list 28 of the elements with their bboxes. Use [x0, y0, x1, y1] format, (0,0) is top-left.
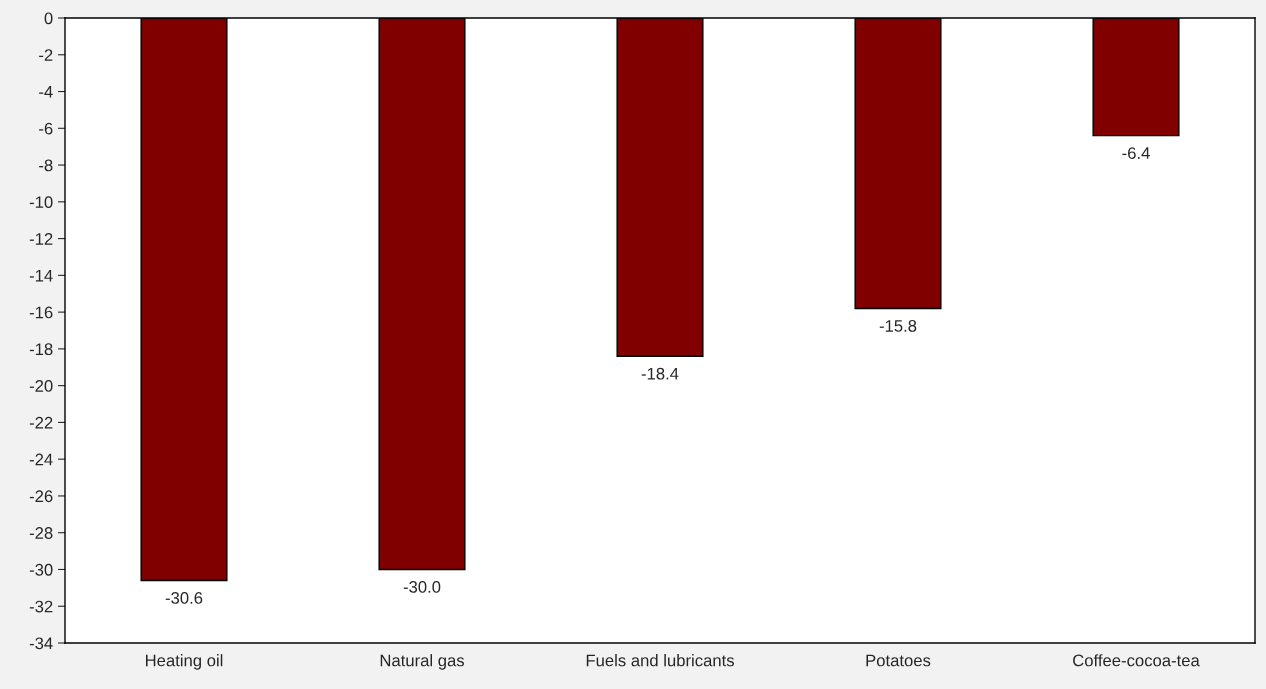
y-tick-label: 0 [44, 12, 53, 25]
y-tick-label: -6 [39, 122, 53, 135]
y-tick-label: -2 [39, 49, 53, 61]
y-tick-label: -28 [29, 527, 53, 539]
x-tick-label: Coffee-cocoa-tea [1073, 654, 1200, 667]
y-tick-label: -34 [29, 637, 53, 650]
y-tick-label: -24 [29, 453, 53, 466]
y-tick-label: -14 [29, 269, 53, 282]
data-label: -18.4 [641, 367, 679, 380]
data-label: -6.4 [1122, 147, 1150, 159]
y-tick-label: -16 [29, 306, 53, 319]
y-tick-label: -26 [29, 490, 53, 503]
y-tick-label: -20 [29, 380, 53, 392]
x-tick-label: Potatoes [866, 654, 931, 667]
y-tick-label: -10 [29, 196, 53, 209]
y-tick-label: -32 [29, 600, 53, 613]
y-tick-label: -22 [29, 416, 53, 429]
y-tick-label: -4 [39, 86, 53, 98]
data-label: -30.0 [403, 581, 441, 593]
y-tick-label: -8 [39, 159, 53, 172]
x-tick-label: Natural gas [380, 654, 465, 670]
x-tick-label: Fuels and lubricants [586, 654, 734, 667]
y-tick-label: -30 [29, 563, 53, 576]
data-label: -15.8 [879, 319, 917, 332]
y-tick-label: -12 [29, 232, 53, 245]
y-tick-label: -18 [29, 343, 53, 356]
x-tick-label: Heating oil [145, 654, 223, 670]
data-label: -30.6 [165, 592, 203, 604]
